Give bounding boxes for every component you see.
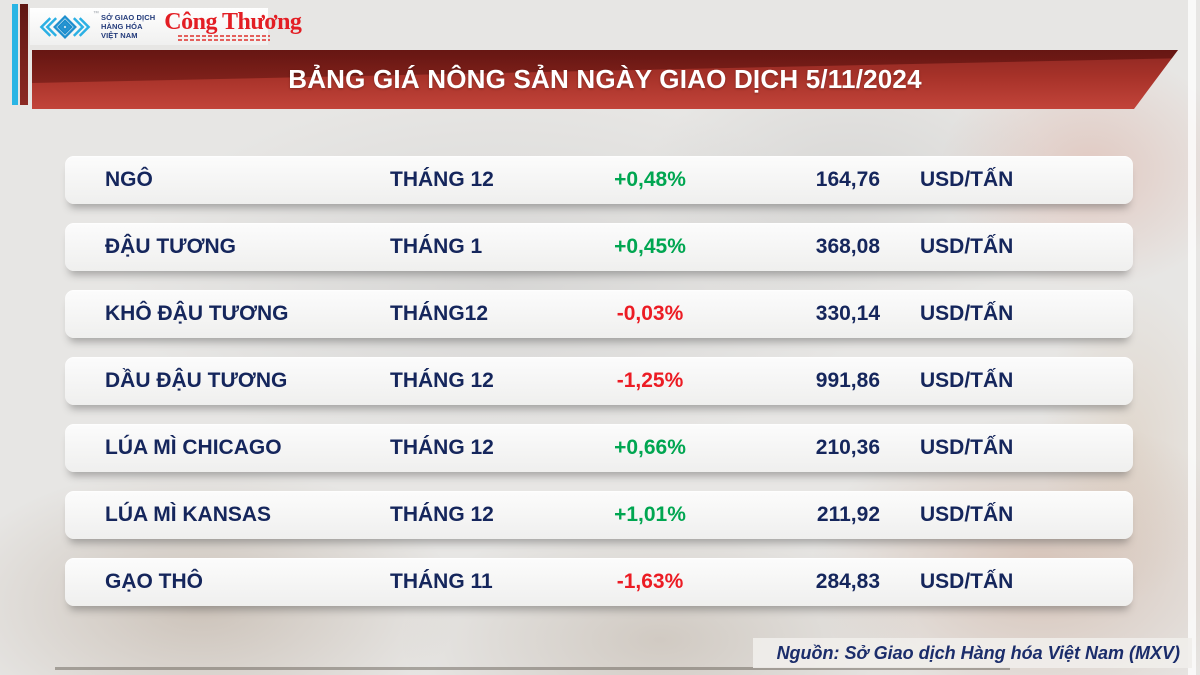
price-unit: USD/TẤN bbox=[920, 369, 1014, 392]
mxv-logo-icon bbox=[39, 14, 91, 39]
org-name-line: SỞ GIAO DỊCH bbox=[101, 13, 156, 22]
source-credit: Nguồn: Sở Giao dịch Hàng hóa Việt Nam (M… bbox=[752, 638, 1192, 668]
commodity-name: GẠO THÔ bbox=[105, 570, 203, 593]
accent-stripe-maroon bbox=[20, 4, 28, 105]
price-value: 991,86 bbox=[815, 369, 880, 392]
commodity-name: ĐẬU TƯƠNG bbox=[105, 235, 236, 258]
change-percent: +1,01% bbox=[614, 503, 686, 526]
table-row: KHÔ ĐẬU TƯƠNG THÁNG12 -0,03% 330,14 USD/… bbox=[65, 290, 1133, 338]
price-value: 211,92 bbox=[816, 503, 880, 526]
table-row: LÚA MÌ CHICAGO THÁNG 12 +0,66% 210,36 US… bbox=[65, 424, 1133, 472]
commodity-name: LÚA MÌ KANSAS bbox=[105, 503, 272, 526]
contract-month: THÁNG 11 bbox=[390, 570, 493, 593]
commodity-name: KHÔ ĐẬU TƯƠNG bbox=[105, 302, 289, 325]
price-unit: USD/TẤN bbox=[920, 436, 1014, 459]
price-unit: USD/TẤN bbox=[920, 235, 1014, 258]
congthuong-tagline-line bbox=[178, 38, 271, 42]
congthuong-logo: Công Thương bbox=[164, 8, 302, 42]
table-row: LÚA MÌ KANSAS THÁNG 12 +1,01% 211,92 USD… bbox=[65, 491, 1133, 539]
right-edge-highlight bbox=[1188, 0, 1196, 675]
commodity-name: DẦU ĐẬU TƯƠNG bbox=[105, 369, 288, 392]
price-unit: USD/TẤN bbox=[920, 302, 1014, 325]
price-value: 284,83 bbox=[815, 570, 880, 593]
contract-month: THÁNG 12 bbox=[390, 369, 494, 392]
price-value: 368,08 bbox=[815, 235, 880, 258]
commodity-name: LÚA MÌ CHICAGO bbox=[105, 436, 282, 459]
contract-month: THÁNG 12 bbox=[390, 503, 494, 526]
accent-stripe-cyan bbox=[12, 4, 18, 105]
price-unit: USD/TẤN bbox=[920, 168, 1014, 191]
price-unit: USD/TẤN bbox=[920, 570, 1014, 593]
page-title: BẢNG GIÁ NÔNG SẢN NGÀY GIAO DỊCH 5/11/20… bbox=[288, 64, 922, 94]
contract-month: THÁNG12 bbox=[390, 302, 489, 325]
change-percent: -1,63% bbox=[616, 570, 684, 593]
org-name-line: VIỆT NAM bbox=[101, 31, 138, 40]
change-percent: +0,45% bbox=[614, 235, 686, 258]
price-value: 210,36 bbox=[815, 436, 880, 459]
change-percent: -0,03% bbox=[616, 302, 684, 325]
logo-bar: ™ SỞ GIAO DỊCH HÀNG HÓA VIỆT NAM Công Th… bbox=[30, 8, 302, 45]
org-name-line: HÀNG HÓA bbox=[101, 22, 143, 31]
price-table: NGÔ THÁNG 12 +0,48% 164,76 USD/TẤN ĐẬU T… bbox=[65, 156, 1133, 606]
commodity-name: NGÔ bbox=[105, 168, 153, 191]
table-row: GẠO THÔ THÁNG 11 -1,63% 284,83 USD/TẤN bbox=[65, 558, 1133, 606]
contract-month: THÁNG 1 bbox=[390, 235, 483, 258]
change-percent: +0,66% bbox=[614, 436, 686, 459]
mxv-org-name: SỞ GIAO DỊCH HÀNG HÓA VIỆT NAM bbox=[101, 13, 155, 40]
price-value: 164,76 bbox=[815, 168, 880, 191]
trademark-symbol: ™ bbox=[93, 11, 99, 17]
price-value: 330,14 bbox=[815, 302, 880, 325]
table-row: ĐẬU TƯƠNG THÁNG 1 +0,45% 368,08 USD/TẤN bbox=[65, 223, 1133, 271]
change-percent: +0,48% bbox=[614, 168, 686, 191]
price-unit: USD/TẤN bbox=[920, 503, 1014, 526]
title-banner: BẢNG GIÁ NÔNG SẢN NGÀY GIAO DỊCH 5/11/20… bbox=[32, 50, 1178, 109]
contract-month: THÁNG 12 bbox=[390, 436, 494, 459]
contract-month: THÁNG 12 bbox=[390, 168, 494, 191]
change-percent: -1,25% bbox=[616, 369, 684, 392]
table-row: NGÔ THÁNG 12 +0,48% 164,76 USD/TẤN bbox=[65, 156, 1133, 204]
congthuong-tagline-line bbox=[178, 34, 271, 38]
congthuong-wordmark: Công Thương bbox=[164, 8, 302, 35]
table-row: DẦU ĐẬU TƯƠNG THÁNG 12 -1,25% 991,86 USD… bbox=[65, 357, 1133, 405]
